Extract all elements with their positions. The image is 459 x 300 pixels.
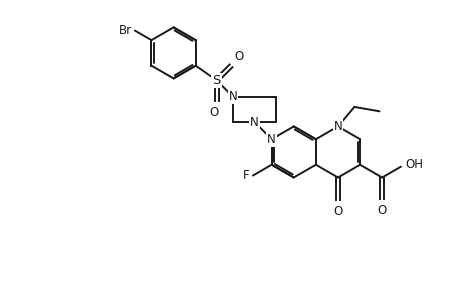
Text: O: O [208, 106, 218, 118]
Text: Br: Br [118, 24, 132, 37]
Text: O: O [234, 50, 243, 63]
Text: N: N [333, 120, 341, 133]
Text: O: O [333, 206, 342, 218]
Text: N: N [228, 90, 237, 103]
Text: O: O [377, 204, 386, 217]
Text: N: N [250, 116, 258, 129]
Text: F: F [243, 169, 249, 182]
Text: N: N [267, 133, 275, 146]
Text: OH: OH [405, 158, 423, 171]
Text: S: S [212, 74, 220, 87]
